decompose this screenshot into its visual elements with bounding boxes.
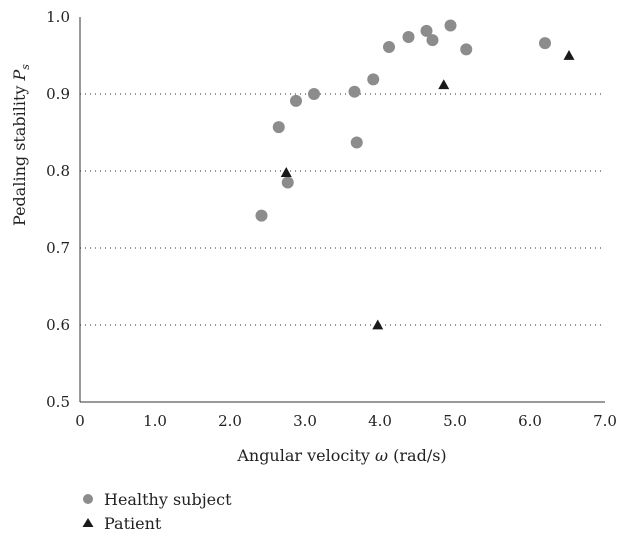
axes [79, 17, 605, 403]
x-tick-label: 3.0 [293, 412, 317, 430]
point-healthy-subject [350, 136, 363, 149]
x-tick-label: 0 [75, 412, 85, 430]
data-points [255, 19, 575, 330]
point-healthy-subject [290, 94, 302, 107]
point-healthy-subject [281, 176, 294, 189]
point-healthy-subject [367, 73, 380, 86]
point-healthy-subject [348, 85, 361, 98]
point-healthy-subject [272, 121, 285, 134]
point-healthy-subject [383, 41, 395, 54]
point-patient [280, 167, 292, 177]
point-patient [372, 319, 384, 330]
x-tick-label: 7.0 [593, 412, 617, 430]
x-tick-label: 2.0 [218, 412, 242, 430]
point-patient [438, 79, 450, 90]
x-tick-label: 4.0 [368, 412, 392, 430]
point-patient [563, 50, 575, 60]
legend-label-healthy-subject: Healthy subject [104, 490, 232, 509]
y-tick-label: 1.0 [46, 8, 70, 26]
x-tick-label: 5.0 [443, 412, 467, 430]
point-healthy-subject [460, 43, 473, 56]
y-tick-label: 0.7 [46, 239, 70, 257]
legend: Healthy subject Patient [82, 490, 232, 533]
point-healthy-subject [426, 34, 439, 47]
y-tick-label: 0.9 [46, 85, 70, 103]
point-healthy-subject [539, 37, 551, 50]
point-healthy-subject [420, 24, 433, 37]
legend-label-patient: Patient [104, 514, 162, 533]
x-tick-label: 6.0 [518, 412, 542, 430]
x-tick-label: 1.0 [143, 412, 167, 430]
x-axis-title: Angular velocity ω (rad/s) [236, 446, 446, 465]
point-healthy-subject [308, 88, 320, 100]
point-healthy-subject [255, 209, 268, 222]
y-tick-label: 0.8 [46, 162, 70, 180]
y-tick-labels: 0.5 0.6 0.7 0.8 0.9 1.0 [46, 8, 70, 411]
y-axis-title: Pedaling stability Ps [10, 64, 32, 226]
legend-marker-healthy-subject [83, 494, 93, 504]
point-healthy-subject [402, 31, 415, 44]
y-tick-label: 0.5 [46, 393, 70, 411]
x-tick-labels: 0 1.0 2.0 3.0 4.0 5.0 6.0 7.0 [75, 412, 617, 430]
legend-marker-patient [82, 518, 94, 527]
y-tick-label: 0.6 [46, 316, 70, 334]
point-healthy-subject [444, 19, 457, 32]
gridlines [80, 93, 605, 326]
